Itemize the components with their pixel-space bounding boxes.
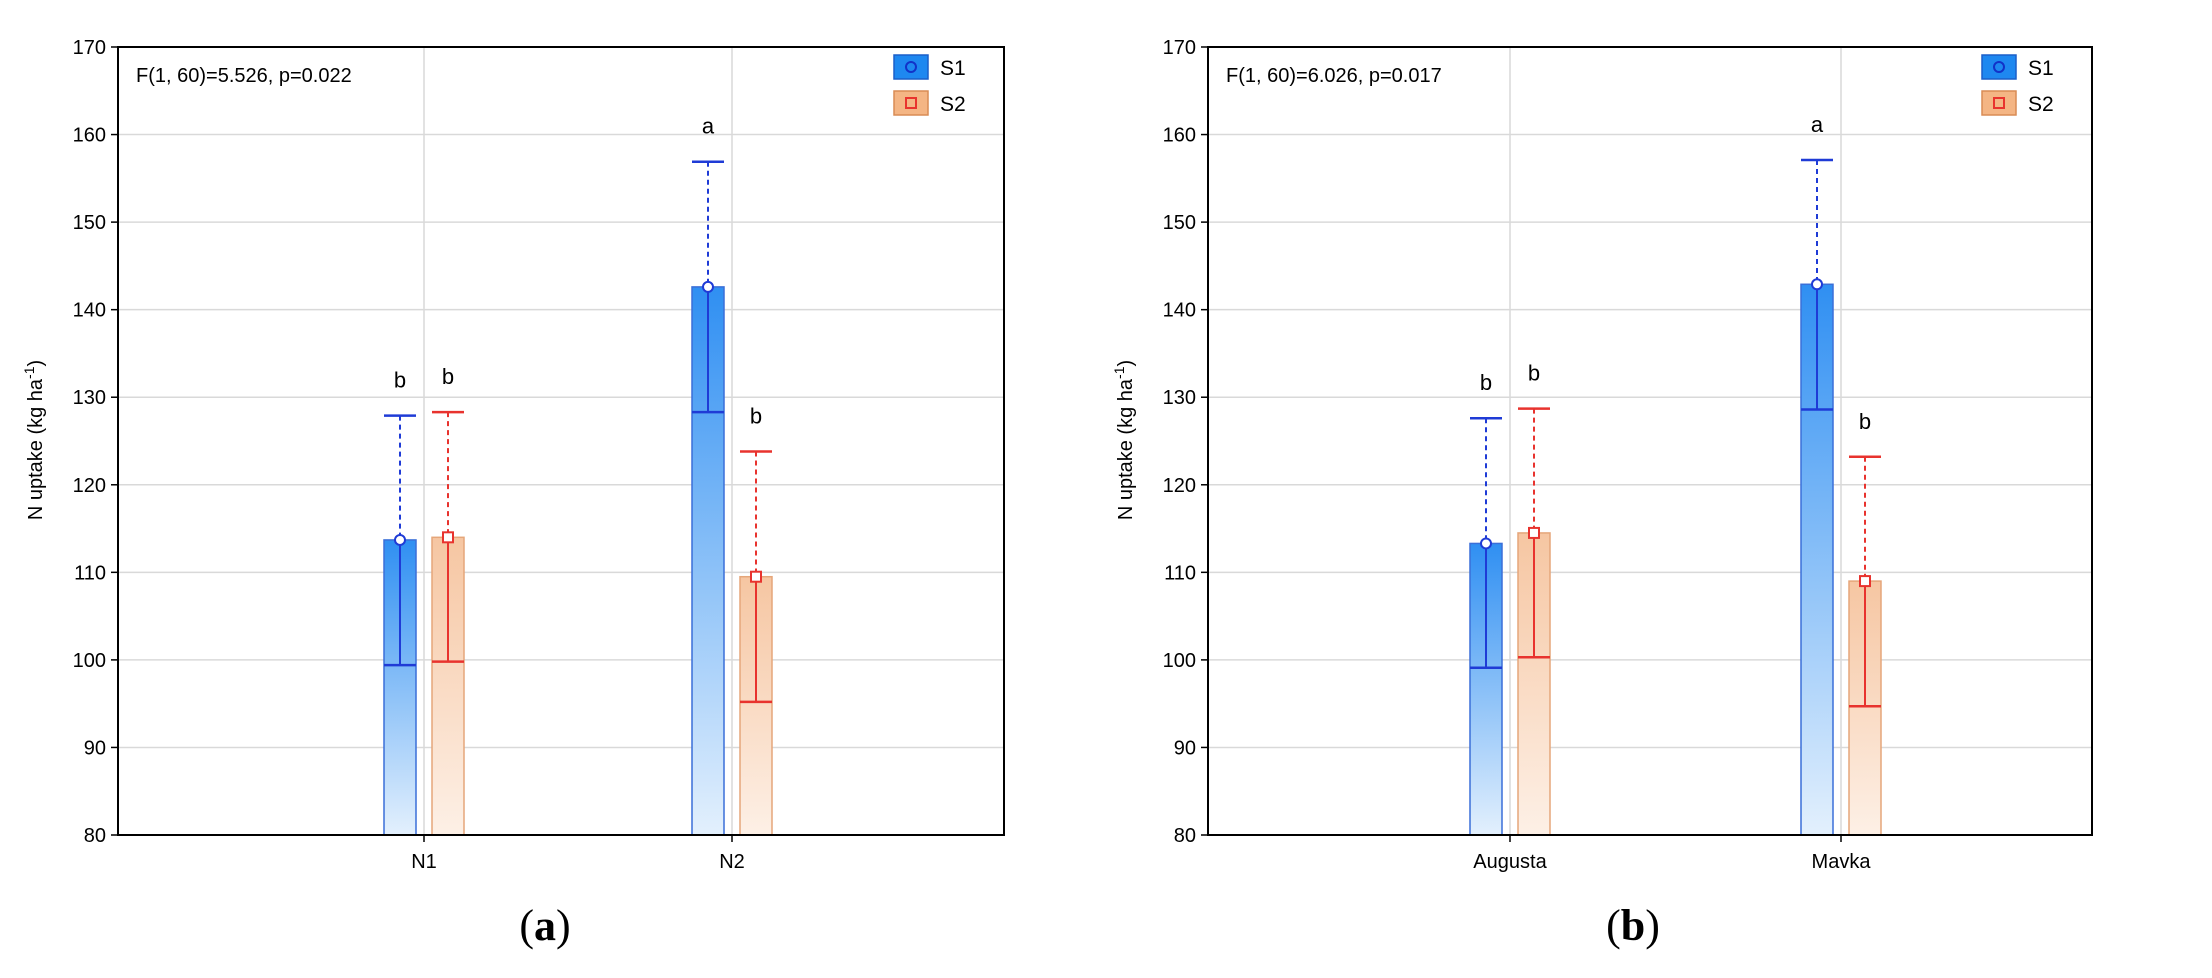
legend-label: S2 (940, 93, 966, 116)
mean-marker (702, 280, 714, 293)
mean-marker (1859, 575, 1871, 588)
mean-marker (394, 533, 406, 546)
significance-letter: b (394, 368, 406, 393)
y-tick-label: 110 (74, 562, 106, 584)
chart-panel-b: 80 90 100 110 120 130 140 150 160 170 b a b b Augusta M… (1111, 37, 2093, 873)
mean-marker (1811, 278, 1823, 291)
y-tick-label: 80 (84, 825, 106, 847)
legend-swatch (893, 54, 929, 80)
x-tick-label: N2 (719, 851, 745, 873)
y-tick-label: 120 (73, 475, 106, 497)
y-tick-label: 90 (84, 737, 106, 759)
y-tick-label: 130 (73, 387, 106, 409)
f-statistic-annotation: F(1, 60)=6.026, p=0.017 (1226, 65, 1442, 87)
legend-swatch (1981, 54, 2017, 80)
y-axis-label: N uptake (kg ha-1) (1111, 360, 1137, 520)
plot-area (118, 47, 1004, 835)
y-tick-label: 140 (1163, 300, 1196, 322)
x-tick-label: Augusta (1473, 851, 1547, 873)
legend-marker (1993, 61, 2005, 73)
f-statistic-annotation: F(1, 60)=5.526, p=0.022 (136, 65, 352, 87)
legend-label: S2 (2028, 93, 2054, 116)
legend-label: S1 (2028, 57, 2054, 80)
plot-frame (1207, 46, 2093, 836)
y-tick-label: 160 (73, 125, 106, 147)
y-tick-label: 110 (1164, 562, 1196, 584)
mean-marker (750, 570, 762, 583)
legend-swatch (893, 90, 929, 116)
legend-marker (1993, 97, 2005, 109)
panel-label-a: (a) (519, 901, 570, 950)
chart-panel-a: 80 90 100 110 120 130 140 150 160 170 b a b b N1 N2 F(1,… (21, 37, 1005, 873)
legend-label: S1 (940, 57, 966, 80)
legend-swatch (1981, 90, 2017, 116)
y-tick-label: 160 (1163, 125, 1196, 147)
y-axis-label: N uptake (kg ha-1) (21, 360, 47, 520)
y-tick-label: 170 (73, 37, 106, 59)
significance-letter: b (1859, 409, 1871, 434)
y-tick-label: 150 (1163, 212, 1196, 234)
y-tick-label: 100 (1163, 650, 1196, 672)
y-tick-label: 170 (1163, 37, 1196, 59)
mean-marker (1480, 537, 1492, 550)
y-tick-label: 100 (73, 650, 106, 672)
legend-marker (905, 97, 917, 109)
y-tick-label: 130 (1163, 387, 1196, 409)
panel-label-b: (b) (1606, 901, 1660, 950)
mean-marker (442, 531, 454, 544)
y-tick-label: 80 (1174, 825, 1196, 847)
y-tick-label: 120 (1163, 475, 1196, 497)
significance-letter: a (1811, 112, 1824, 137)
x-tick-label: Mavka (1812, 851, 1872, 873)
plot-area (1208, 47, 2092, 835)
significance-letter: b (1528, 361, 1540, 386)
y-tick-label: 140 (73, 300, 106, 322)
significance-letter: a (702, 114, 715, 139)
x-tick-label: N1 (411, 851, 437, 873)
legend-marker (905, 61, 917, 73)
significance-letter: b (442, 364, 454, 389)
significance-letter: b (1480, 370, 1492, 395)
significance-letter: b (750, 404, 762, 429)
y-tick-label: 90 (1174, 737, 1196, 759)
plot-frame (117, 46, 1005, 836)
y-tick-label: 150 (73, 212, 106, 234)
mean-marker (1528, 526, 1540, 539)
